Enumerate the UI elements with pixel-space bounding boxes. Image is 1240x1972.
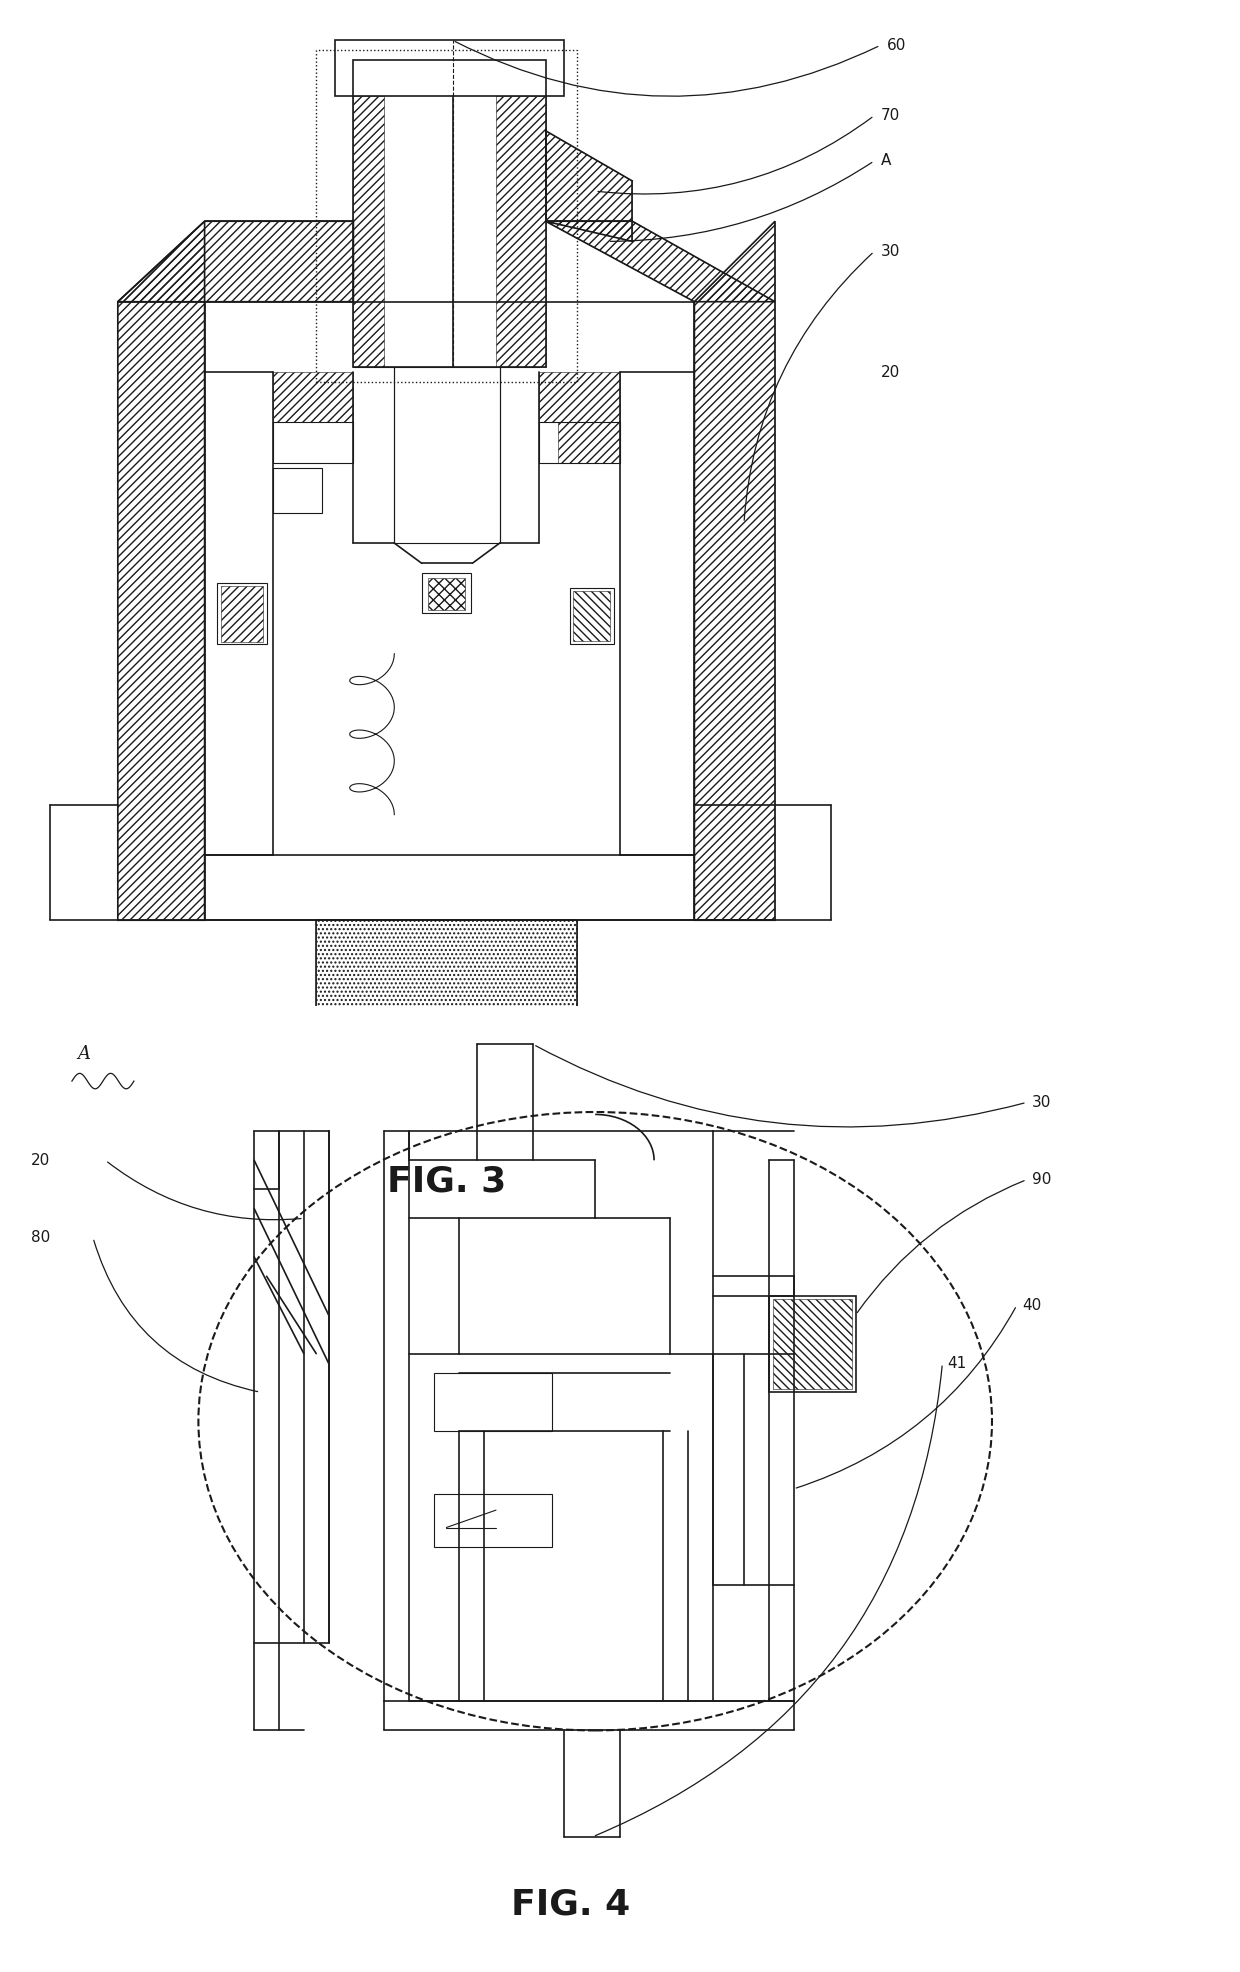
Text: A: A xyxy=(880,154,890,168)
Bar xyxy=(434,1493,552,1546)
Bar xyxy=(273,422,353,463)
Text: 30: 30 xyxy=(880,245,900,258)
Bar xyxy=(570,588,614,643)
Text: 20: 20 xyxy=(31,1154,51,1167)
Text: FIG. 4: FIG. 4 xyxy=(511,1887,630,1921)
Text: 70: 70 xyxy=(880,108,900,122)
Text: 30: 30 xyxy=(1032,1094,1052,1110)
Bar xyxy=(335,39,564,95)
Bar xyxy=(316,51,577,383)
Bar xyxy=(217,584,267,643)
Bar xyxy=(422,574,471,613)
Text: 80: 80 xyxy=(31,1231,51,1244)
Bar xyxy=(539,422,620,463)
Text: 90: 90 xyxy=(1032,1171,1052,1187)
Bar xyxy=(434,1373,552,1432)
Bar xyxy=(316,921,577,1016)
Bar xyxy=(769,1296,856,1392)
Bar xyxy=(394,367,500,542)
Bar xyxy=(353,61,546,367)
Text: 40: 40 xyxy=(1022,1298,1042,1313)
Text: 41: 41 xyxy=(947,1355,967,1371)
Text: A: A xyxy=(77,1045,89,1063)
Text: FIG. 3: FIG. 3 xyxy=(387,1165,506,1199)
Text: 20: 20 xyxy=(880,365,900,381)
Bar xyxy=(273,467,322,513)
Text: 60: 60 xyxy=(887,37,906,53)
